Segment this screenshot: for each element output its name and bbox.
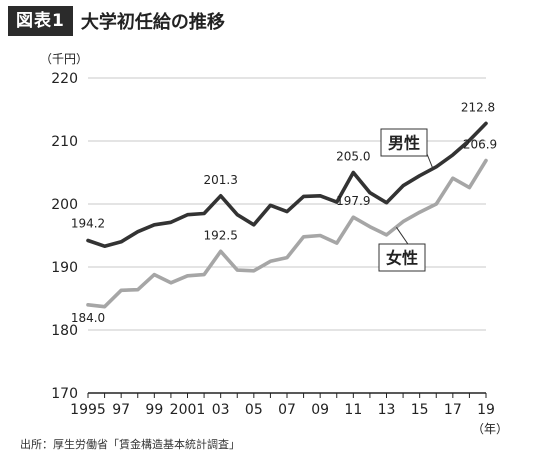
data-label: 201.3 [203, 173, 237, 187]
x-tick-label: 97 [112, 402, 130, 418]
series-legend-label: 女性 [386, 249, 418, 268]
figure-header: 図表1 大学初任給の推移 [8, 6, 225, 36]
data-label: 205.0 [336, 150, 370, 164]
x-tick-label: 1995 [70, 402, 106, 418]
callout-box [378, 243, 426, 272]
x-tick-label: 19 [477, 402, 495, 418]
x-tick-label: 2001 [170, 402, 206, 418]
y-axis-unit: （千円） [40, 52, 88, 66]
data-label: 197.9 [336, 194, 370, 208]
source-note: 出所：厚生労働省「賃金構造基本統計調査」 [20, 438, 240, 451]
data-label: 194.2 [71, 217, 105, 231]
series-line-female [86, 158, 488, 309]
y-tick-label: 200 [51, 197, 78, 213]
figure-badge: 図表1 [8, 6, 73, 36]
figure-title: 大学初任給の推移 [80, 12, 225, 33]
x-tick-label: 13 [378, 402, 396, 418]
y-tick-label: 170 [51, 386, 78, 402]
data-label: 192.5 [203, 228, 237, 242]
y-tick-label: 210 [51, 134, 78, 150]
x-tick-label: 09 [311, 402, 329, 418]
x-tick-label: 03 [212, 402, 230, 418]
series-line-male [86, 121, 488, 248]
x-tick-label: 11 [344, 402, 362, 418]
x-tick-label: 15 [411, 402, 429, 418]
callout-leader [426, 153, 434, 169]
x-tick-label: 99 [145, 402, 163, 418]
y-tick-label: 180 [51, 323, 78, 339]
data-label: 206.9 [463, 138, 497, 152]
x-tick-label: 17 [444, 402, 462, 418]
x-tick-label: 07 [278, 402, 296, 418]
data-label: 212.8 [461, 100, 495, 114]
x-tick-label: 05 [245, 402, 263, 418]
x-axis-unit: （年） [472, 422, 508, 436]
y-tick-label: 190 [51, 260, 78, 276]
data-label: 184.0 [71, 311, 105, 325]
series-legend-label: 男性 [388, 134, 420, 153]
y-tick-label: 220 [51, 71, 78, 87]
callout-box [380, 128, 428, 157]
